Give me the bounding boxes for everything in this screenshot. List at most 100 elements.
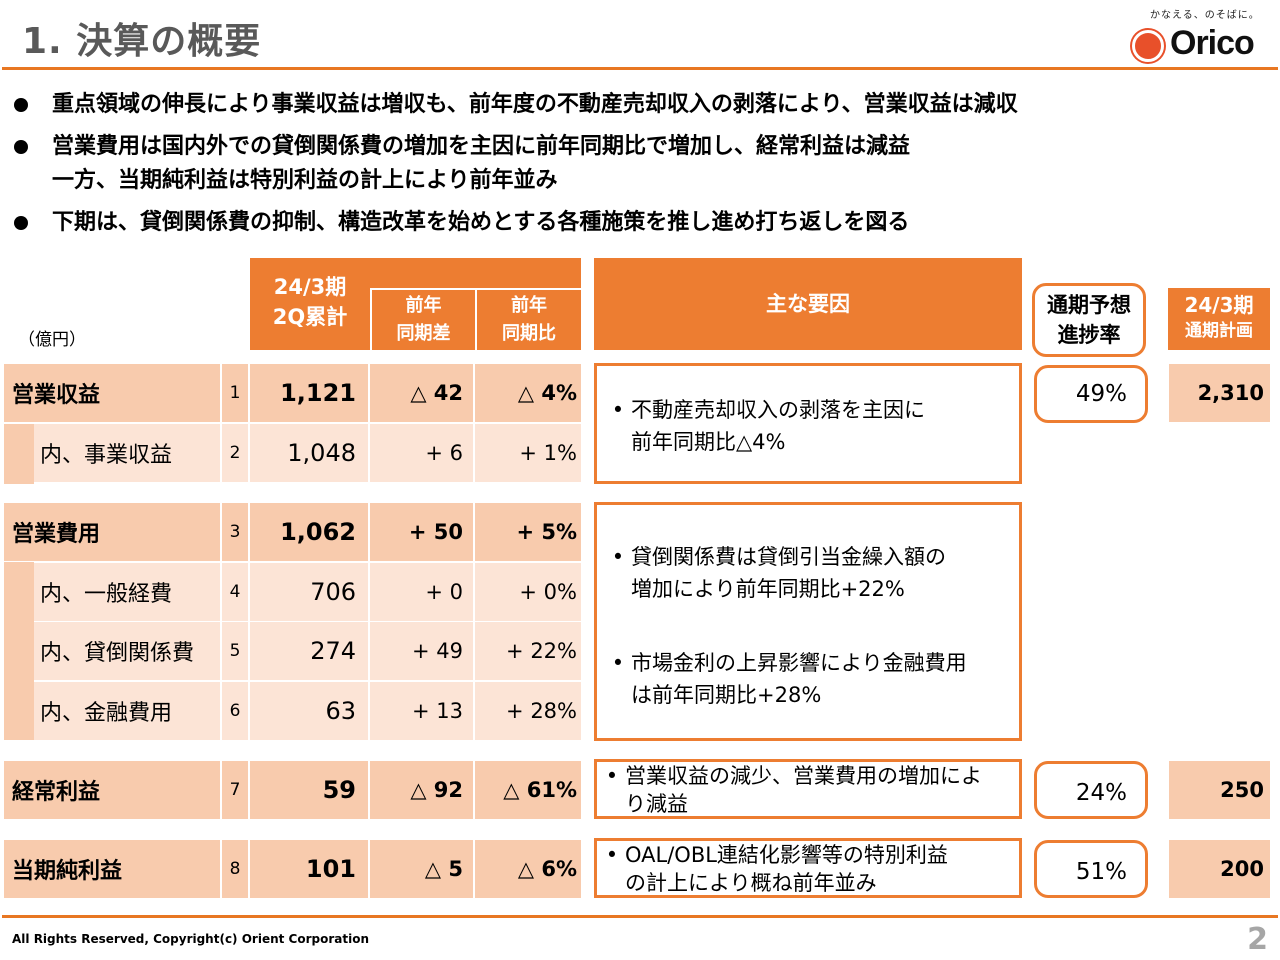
orico-circle-icon [1132,30,1164,62]
bullet-dot-icon [14,216,28,230]
row-value: 63 [250,682,370,740]
bullet-icon: • [611,398,625,422]
bullet-text: 下期は、貸倒関係費の抑制、構造改革を始めとする各種施策を推し進め打ち返しを図る [52,210,910,235]
bullet-icon: • [605,764,619,788]
unit-label: （億円） [18,330,86,350]
plan-revenue: 2,310 [1169,364,1270,422]
row-yoy-ratio: △ 61% [475,761,581,819]
plan-header-line2: 通期計画 [1185,321,1253,341]
factor-text: り減益 [625,792,688,816]
factor-text: 貸倒関係費は貸倒引当金繰入額の [631,545,946,569]
factor-box-expenses: • 貸倒関係費は貸倒引当金繰入額の 増加により前年同期比+22% • 市場金利の上… [594,502,1022,741]
table-row: 内、貸倒関係費 5 274 + 49 + 22% [34,622,581,680]
yoy-ratio-value: △ 6% [517,857,577,881]
yoy-ratio-header-line1: 前年 [511,295,547,316]
row-value: 1,062 [250,503,370,561]
row-value: 1,048 [250,424,370,482]
row-value: 1,121 [250,364,370,422]
indent-bar [4,562,34,740]
page-title: 1. 決算の概要 [22,21,262,62]
row-yoy-diff: + 49 [370,622,475,680]
row-yoy-diff: △ 92 [370,761,475,819]
bullet-text: 一方、当期純利益は特別利益の計上により前年並み [52,168,558,193]
summary-bullet: 下期は、貸倒関係費の抑制、構造改革を始めとする各種施策を推し進め打ち返しを図る [12,206,1272,240]
row-yoy-ratio: + 28% [506,699,577,723]
copyright: All Rights Reserved, Copyright(c) Orient… [12,932,370,946]
yoy-ratio-header-line2: 同期比 [502,323,556,344]
row-label: 経常利益 [4,761,222,819]
period-header-line2: 2Q累計 [272,305,348,329]
row-label: 営業収益 [4,364,222,422]
row-label: 内、金融費用 [34,682,222,740]
table-row: 内、金融費用 6 63 + 13 + 28% [34,682,581,740]
progress-ordinary: 24% [1034,761,1148,819]
table-row: 内、一般経費 4 706 + 0 + 0% [34,563,581,621]
progress-net: 51% [1034,840,1148,898]
factor-item: • 不動産売却収入の剥落を主因に 前年同期比△4% [605,394,1019,458]
row-yoy-ratio: + 5% [516,520,577,544]
yoy-ratio-value: △ 4% [517,381,577,405]
row-label: 営業費用 [4,503,222,561]
row-value: 59 [250,761,370,819]
factor-text: は前年同期比+28% [631,683,822,707]
factor-text: 市場金利の上昇影響により金融費用 [631,651,967,675]
summary-bullets: 重点領域の伸長により事業収益は増収も、前年度の不動産売却収入の剥落により、営業収… [12,88,1272,248]
period-header: 24/3期 2Q累計 前年 同期差 前年 同期比 [250,258,581,350]
factor-text: の計上により概ね前年並み [625,871,877,895]
bullet-icon: • [611,651,625,675]
row-yoy-ratio: △ 4% [475,364,581,422]
row-yoy-ratio: + 0% [519,580,577,604]
row-value: 274 [250,622,370,680]
period-header-line1: 24/3期 [273,275,347,299]
row-label: 当期純利益 [4,840,222,898]
factor-item: • OAL/OBL連結化影響等の特別利益 の計上により概ね前年並み [599,841,1019,897]
factor-box-revenue: • 不動産売却収入の剥落を主因に 前年同期比△4% [594,363,1022,484]
top-divider [2,67,1278,70]
yoy-diff-value: △ 5 [424,857,463,881]
yoy-ratio-header: 前年 同期比 [475,288,581,350]
bullet-icon: • [605,843,619,867]
row-yoy-diff: + 13 [370,682,475,740]
factor-item: • 貸倒関係費は貸倒引当金繰入額の 増加により前年同期比+22% [605,541,1019,605]
plan-ordinary: 250 [1169,761,1270,819]
table-row: 内、事業収益 2 1,048 + 6 + 1% [34,424,581,482]
yoy-diff-value: △ 42 [410,381,463,405]
plan-header: 24/3期 通期計画 [1168,288,1270,350]
progress-revenue: 49% [1034,365,1148,423]
summary-bullet: 重点領域の伸長により事業収益は増収も、前年度の不動産売却収入の剥落により、営業収… [12,88,1272,122]
row-yoy-diff: △ 5 [370,840,475,898]
progress-header-line1: 通期予想 [1047,293,1131,317]
yoy-diff-header: 前年 同期差 [370,288,475,350]
row-number: 8 [222,840,250,898]
factor-box-net: • OAL/OBL連結化影響等の特別利益 の計上により概ね前年並み [594,838,1022,898]
factor-text: 不動産売却収入の剥落を主因に [631,398,925,422]
factor-text: 前年同期比△4% [631,430,786,454]
factor-item: • 営業収益の減少、営業費用の増加によ り減益 [599,762,1019,818]
logo-tagline: かなえる、のそばに。 [1150,10,1260,21]
bullet-icon: • [611,545,625,569]
plan-header-line1: 24/3期 [1184,293,1254,317]
plan-net: 200 [1169,840,1270,898]
summary-bullet: 営業費用は国内外での貸倒関係費の増加を主因に前年同期比で増加し、経常利益は減益 … [12,130,1272,198]
logo-brand: Orico [1170,24,1255,62]
row-value: 101 [250,840,370,898]
factor-text: 営業収益の減少、営業費用の増加によ [625,764,982,788]
row-yoy-ratio: + 22% [506,639,577,663]
row-yoy-ratio: △ 6% [475,840,581,898]
row-label: 内、一般経費 [34,563,222,621]
row-yoy-diff: △ 42 [370,364,475,422]
bullet-dot-icon [14,98,28,112]
page-number: 2 [1247,922,1268,957]
factor-text: OAL/OBL連結化影響等の特別利益 [625,843,948,867]
yoy-diff-value: △ 92 [410,778,463,802]
row-number: 2 [222,424,250,482]
row-yoy-diff: + 6 [370,424,475,482]
yoy-ratio-value: △ 61% [503,778,577,802]
factor-box-ordinary: • 営業収益の減少、営業費用の増加によ り減益 [594,759,1022,819]
indent-bar [4,424,34,484]
bottom-divider [2,915,1278,918]
row-number: 1 [222,364,250,422]
factor-text: 増加により前年同期比+22% [631,577,905,601]
row-yoy-ratio: + 1% [519,441,577,465]
row-yoy-diff: + 50 [370,503,475,561]
